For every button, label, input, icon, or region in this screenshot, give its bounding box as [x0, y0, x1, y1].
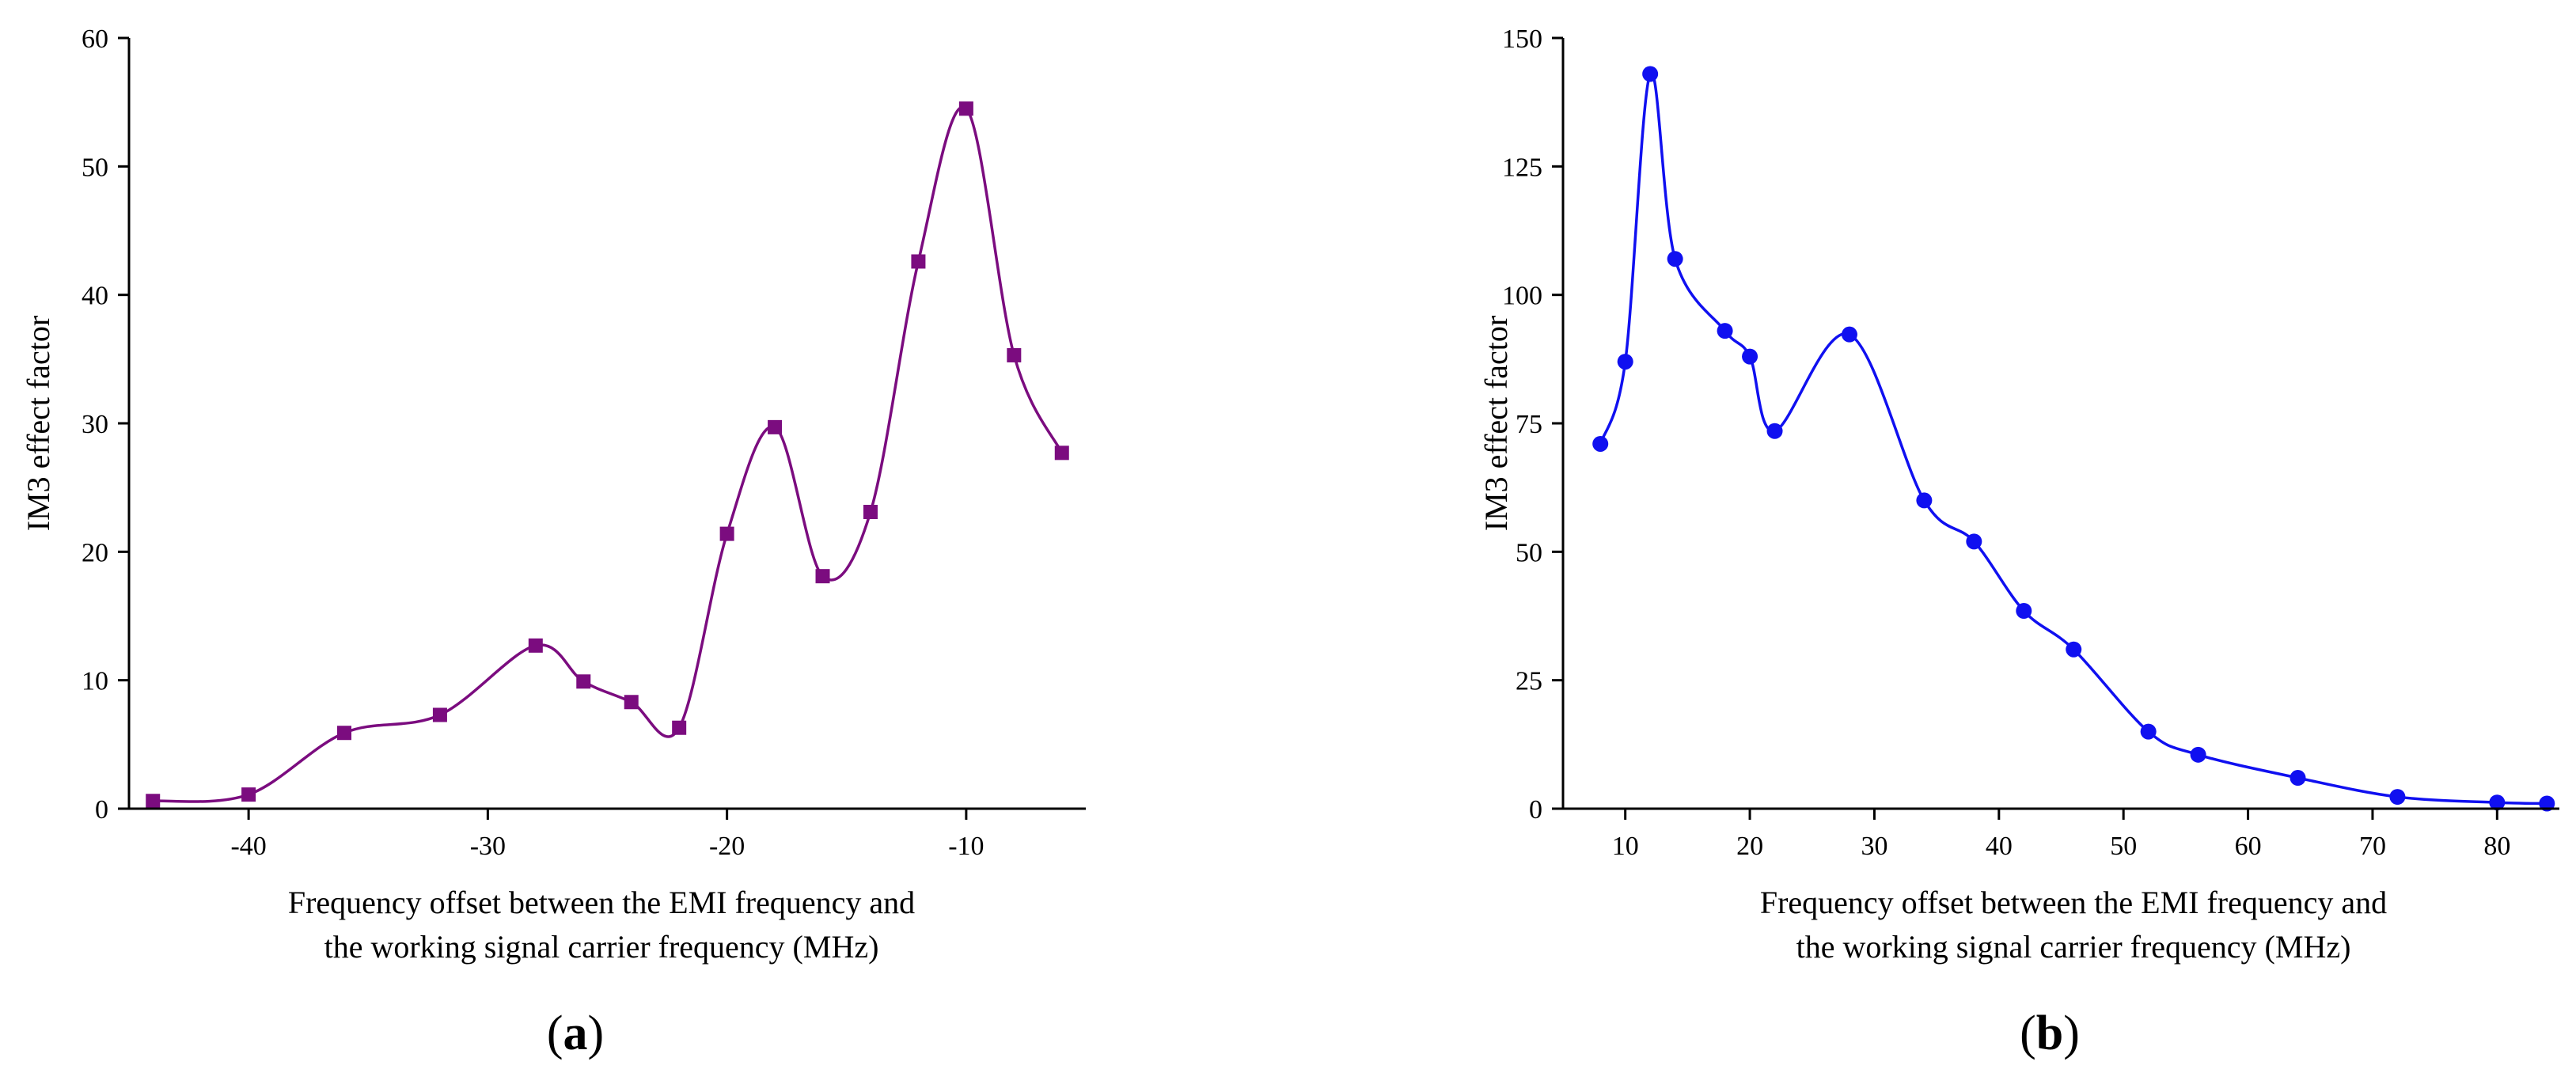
- panel-a-y-tick-label: 30: [82, 410, 108, 439]
- panel-a-series-line: [153, 105, 1064, 803]
- panel-a-data-point: [672, 720, 687, 735]
- panel-a-y-ticks: 0 10 20 30 40 50 60: [82, 25, 129, 825]
- panel-b-data-point: [2140, 723, 2157, 740]
- panel-b-data-point: [2489, 794, 2506, 811]
- panel-a-label-letter: a: [563, 1006, 588, 1060]
- panel-b-y-tick-label: 25: [1516, 667, 1542, 696]
- panel-a-data-point: [719, 526, 734, 541]
- panel-b-label: (b): [2020, 1006, 2080, 1060]
- panel-a-x-tick-label: -30: [470, 832, 506, 861]
- panel-b-markers-layer: [1592, 66, 2555, 812]
- panel-b-x-tick-label: 80: [2483, 832, 2510, 861]
- panel-b-y-tick-label: 75: [1516, 410, 1542, 439]
- panel-b-data-point: [2389, 789, 2406, 806]
- panel-b-y-tick-label: 0: [1529, 795, 1542, 825]
- panel-b-y-axis-title: IM3 effect factor: [1478, 316, 1514, 531]
- panel-a-y-tick-label: 0: [95, 795, 108, 825]
- panel-a-data-point: [241, 787, 256, 802]
- panel-b-data-point: [1667, 251, 1683, 267]
- panel-b-data-point: [2290, 770, 2306, 787]
- panel-a-x-tick-label: -10: [948, 832, 984, 861]
- panel-a-x-axis-title-line1: Frequency offset between the EMI frequen…: [288, 885, 915, 920]
- chart-panel-a: -40 -30 -20 -10 0 10 20 30 40 50 60 IM3 effect fa…: [21, 25, 1086, 1060]
- panel-a-x-ticks: -40 -30 -20 -10: [230, 809, 984, 861]
- panel-b-data-point: [2066, 641, 2082, 658]
- panel-a-y-tick-label: 40: [82, 282, 108, 311]
- panel-b-data-point: [2190, 746, 2206, 763]
- panel-a-data-point: [337, 726, 352, 741]
- panel-b-y-tick-label: 125: [1502, 153, 1542, 182]
- panel-b-label-letter: b: [2036, 1006, 2063, 1060]
- panel-b-x-tick-label: 40: [1986, 832, 2013, 861]
- panel-a-y-tick-label: 10: [82, 667, 108, 696]
- panel-b-x-axis-title-line1: Frequency offset between the EMI frequen…: [1760, 885, 2387, 920]
- panel-a-data-point: [958, 101, 973, 116]
- panel-b-x-tick-label: 60: [2235, 832, 2262, 861]
- panel-b-label-open: (: [2020, 1006, 2036, 1060]
- panel-b-curve-layer: [1599, 71, 2548, 806]
- panel-a-markers-layer: [146, 101, 1069, 809]
- panel-b-x-tick-label: 50: [2110, 832, 2137, 861]
- panel-b-data-point: [1592, 435, 1609, 452]
- panel-a-label-close: ): [588, 1006, 605, 1060]
- panel-a-data-point: [432, 707, 447, 722]
- panel-b-data-point: [1966, 533, 1982, 550]
- panel-a-y-axis-title: IM3 effect factor: [21, 316, 56, 531]
- panel-b-data-point: [1617, 354, 1633, 370]
- panel-b-x-tick-label: 70: [2359, 832, 2386, 861]
- panel-a-x-tick-label: -40: [230, 832, 266, 861]
- panel-b-data-point: [1717, 323, 1733, 339]
- panel-b-data-point: [1766, 423, 1783, 439]
- panel-a-data-point: [528, 638, 543, 653]
- panel-a-data-point: [576, 674, 591, 689]
- panel-a-y-tick-label: 20: [82, 538, 108, 567]
- panel-a-x-axis-title-line2: the working signal carrier frequency (MH…: [324, 929, 879, 965]
- panel-a-x-tick-label: -20: [709, 832, 745, 861]
- panel-a-y-tick-label: 60: [82, 25, 108, 54]
- panel-b-data-point: [1642, 66, 1659, 82]
- panel-b-x-axis-title-line2: the working signal carrier frequency (MH…: [1796, 929, 2351, 965]
- panel-a-data-point: [815, 569, 830, 584]
- panel-b-series-line: [1599, 71, 2548, 806]
- panel-b-y-ticks: 0 25 50 75 100 125 150: [1502, 25, 1563, 825]
- panel-b-data-point: [1742, 348, 1758, 365]
- panel-b-y-tick-label: 50: [1516, 538, 1542, 567]
- panel-b-label-close: ): [2063, 1006, 2080, 1060]
- panel-a-y-tick-label: 50: [82, 153, 108, 182]
- panel-b-data-point: [2016, 603, 2032, 620]
- panel-a-curve-layer: [153, 105, 1064, 803]
- panel-b-y-tick-label: 150: [1502, 25, 1542, 54]
- panel-b-y-tick-label: 100: [1502, 282, 1542, 311]
- panel-b-x-tick-label: 10: [1612, 832, 1639, 861]
- panel-b-x-ticks: 10 20 30 40 50 60 70 80: [1612, 809, 2510, 861]
- panel-a-data-point: [768, 419, 783, 434]
- panel-a-data-point: [863, 505, 878, 520]
- panel-b-x-tick-label: 20: [1736, 832, 1763, 861]
- panel-a-label-open: (: [547, 1006, 563, 1060]
- panel-a-data-point: [624, 695, 639, 710]
- panel-b-data-point: [1916, 492, 1933, 509]
- chart-panel-b: 10 20 30 40 50 60 70 80 0 25 50 75 100 125 150 IM3 ef…: [1478, 25, 2559, 1060]
- panel-a-data-point: [1054, 445, 1069, 461]
- panel-b-data-point: [1841, 326, 1857, 343]
- panel-a-data-point: [911, 254, 926, 269]
- panel-b-x-tick-label: 30: [1861, 832, 1887, 861]
- panel-a-data-point: [146, 794, 161, 809]
- panel-a-data-point: [1007, 347, 1022, 362]
- panel-a-label: (a): [547, 1006, 604, 1060]
